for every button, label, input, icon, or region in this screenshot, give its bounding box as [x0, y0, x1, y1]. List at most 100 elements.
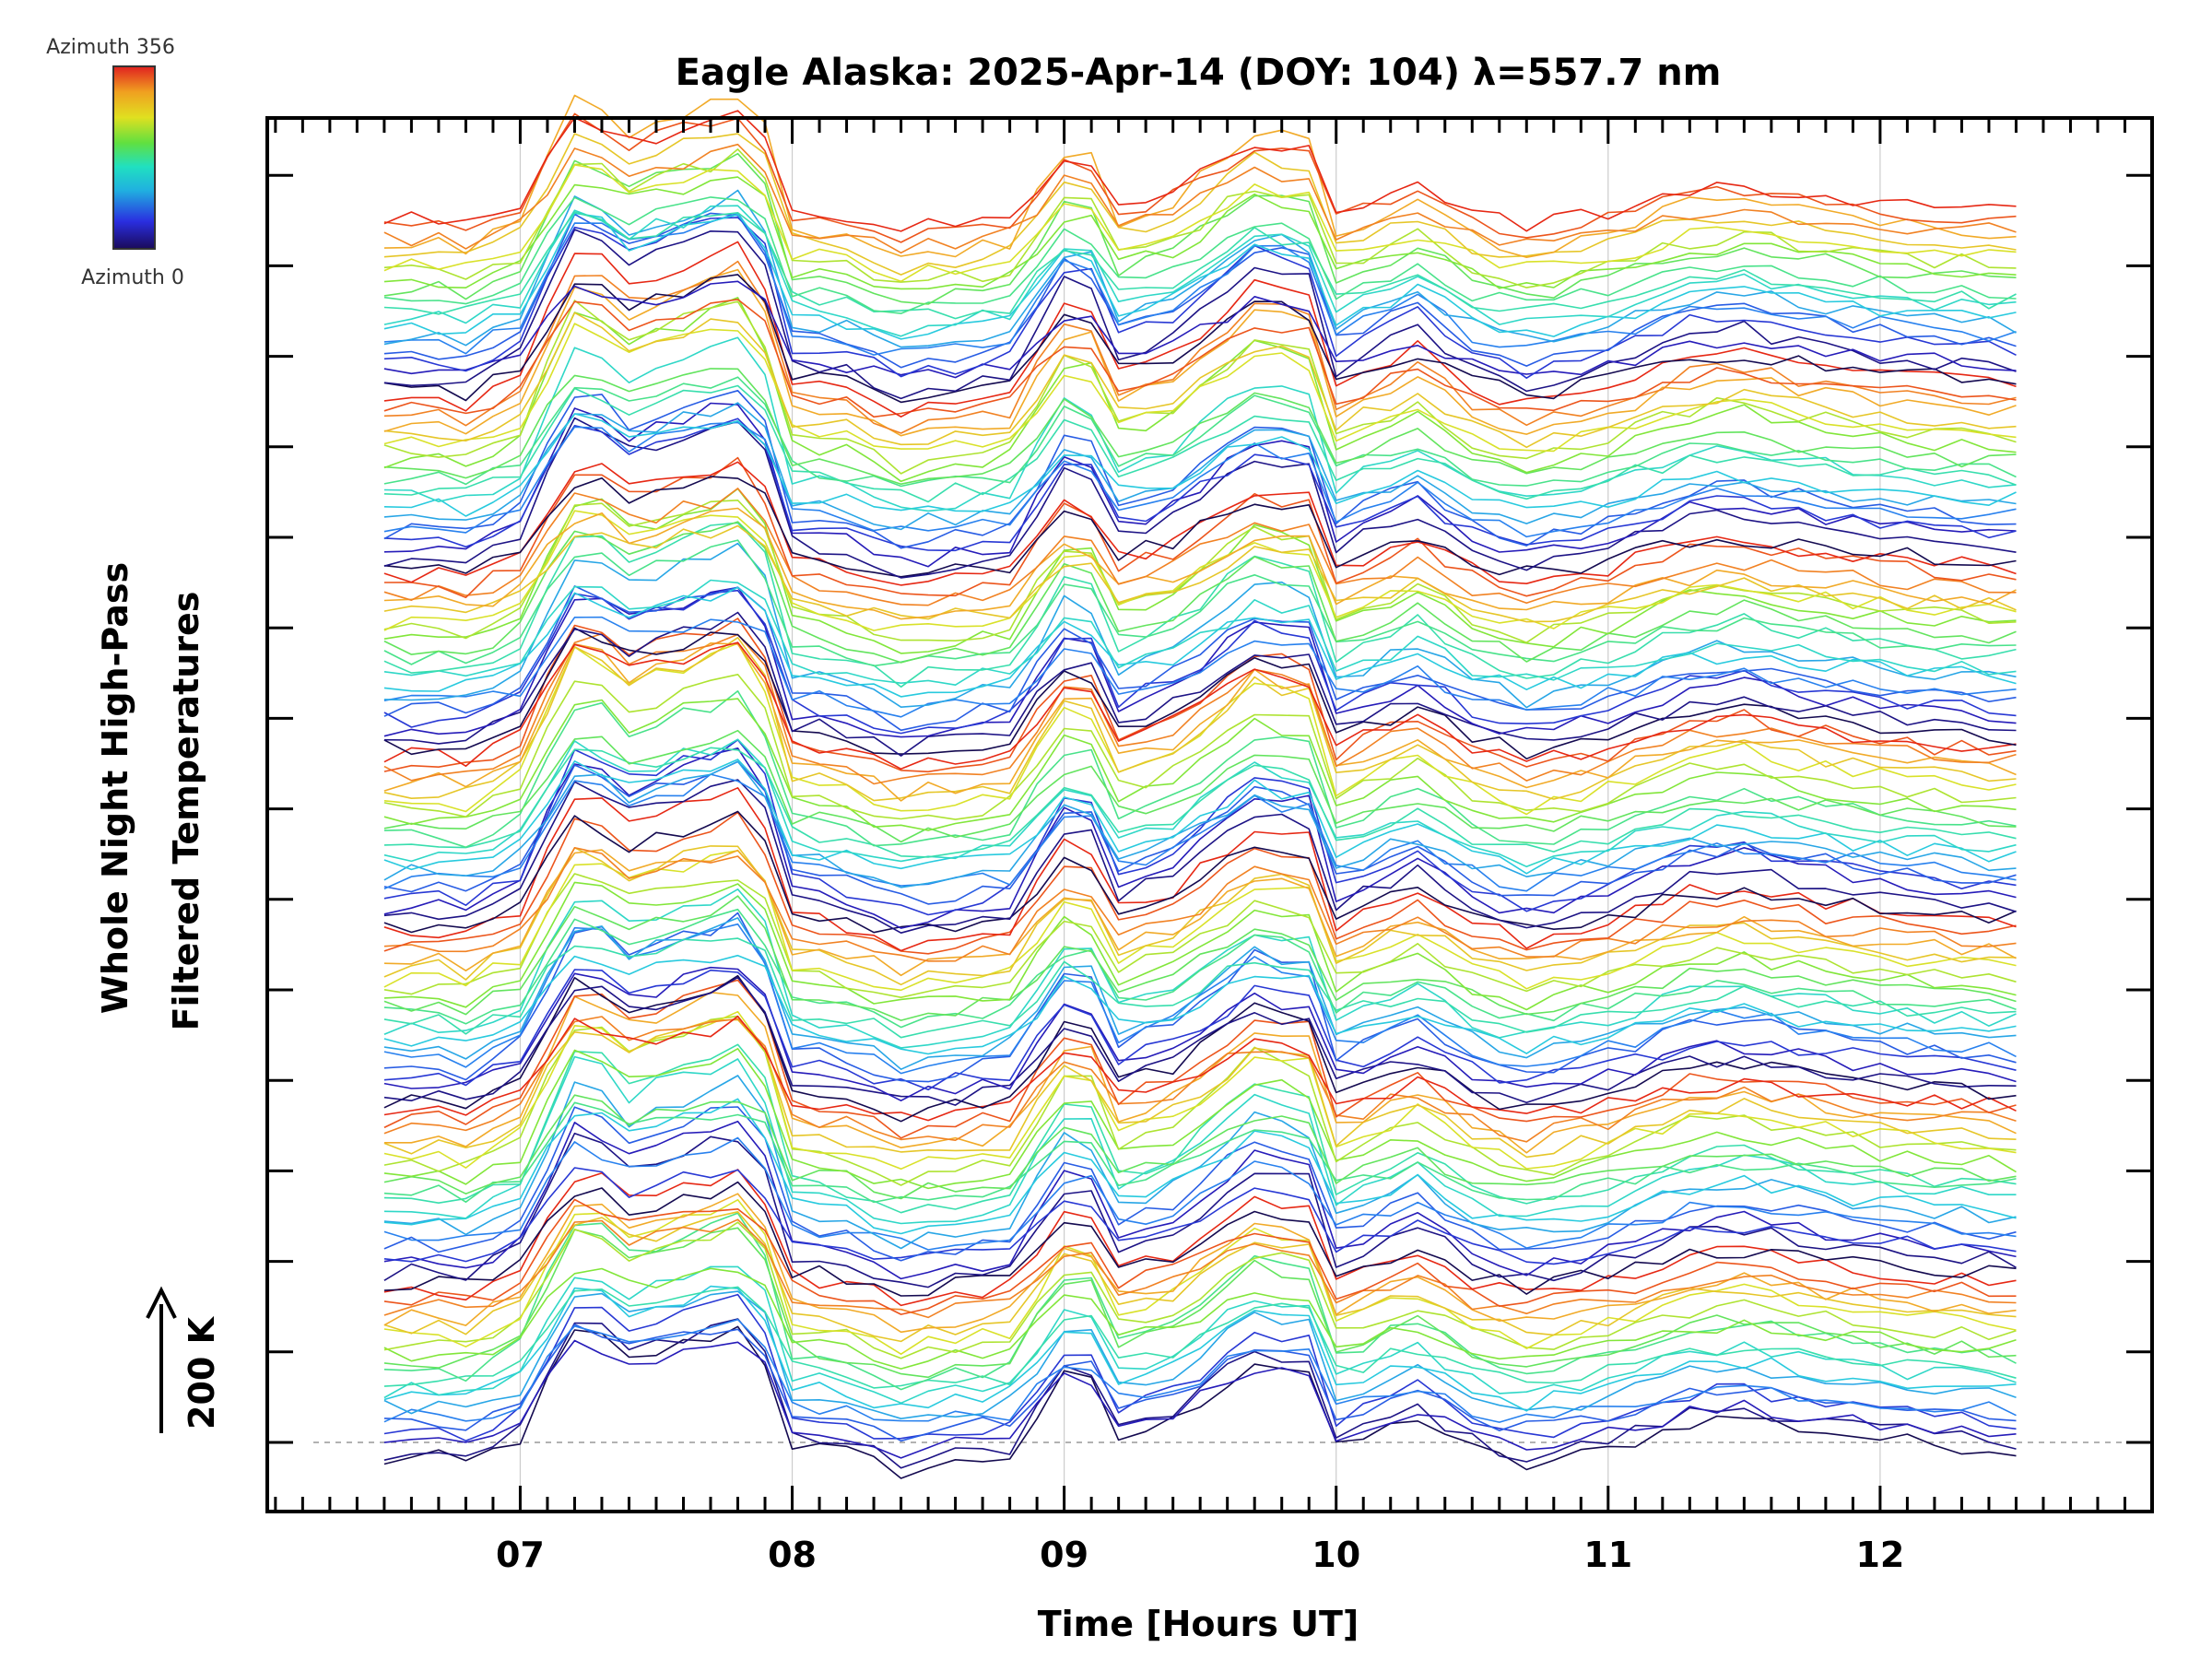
trace-98	[383, 456, 2017, 599]
trace-22	[383, 1120, 2017, 1280]
trace-103	[383, 418, 2017, 552]
trace-117	[383, 260, 2017, 434]
trace-99	[383, 461, 2017, 586]
trace-13	[383, 1221, 2017, 1359]
trace-29	[383, 1043, 2017, 1214]
trace-44	[383, 912, 2017, 1083]
trace-81	[383, 611, 2017, 757]
trace-130	[383, 196, 2017, 314]
trace-3	[383, 1293, 2017, 1441]
x-tick-label-11: 11	[1583, 1535, 1632, 1575]
trace-104	[383, 390, 2017, 549]
trace-129	[383, 211, 2017, 320]
trace-20	[383, 1181, 2017, 1297]
trace-90	[383, 539, 2017, 667]
y-axis-label-line1: Whole Night High-Pass	[95, 562, 135, 1014]
scale-label: 200 K	[182, 1315, 222, 1430]
trace-24	[383, 1106, 2017, 1262]
trace-9	[383, 1286, 2017, 1389]
trace-78	[383, 618, 2017, 773]
trace-134	[383, 164, 2017, 283]
trace-95	[383, 524, 2017, 623]
trace-135	[383, 133, 2017, 276]
trace-101	[383, 417, 2017, 579]
x-tick-label-12: 12	[1855, 1535, 1904, 1575]
trace-23	[383, 1167, 2017, 1265]
trace-133	[383, 148, 2017, 288]
trace-41	[383, 976, 2017, 1106]
trace-119	[383, 241, 2017, 418]
trace-100	[383, 476, 2017, 578]
trace-55	[383, 845, 2017, 986]
trace-89	[383, 522, 2017, 688]
trace-79	[383, 641, 2017, 771]
trace-37	[383, 1016, 2017, 1143]
trace-47	[383, 954, 2017, 1055]
trace-49	[383, 937, 2017, 1039]
plot-frame	[265, 116, 2154, 1513]
trace-116	[383, 268, 2017, 437]
trace-42	[383, 966, 2017, 1101]
trace-7	[383, 1285, 2017, 1412]
trace-69	[383, 747, 2017, 858]
trace-5	[383, 1318, 2017, 1423]
trace-46	[383, 917, 2017, 1070]
trace-73	[383, 674, 2017, 820]
trace-59	[383, 787, 2017, 952]
trace-86	[383, 542, 2017, 709]
trace-50	[383, 908, 2017, 1029]
trace-34	[383, 1010, 2017, 1171]
trace-80	[383, 627, 2017, 760]
trace-128	[383, 205, 2017, 337]
trace-87	[383, 586, 2017, 698]
trace-2	[383, 1339, 2017, 1459]
trace-121	[383, 229, 2017, 400]
trace-139	[383, 110, 2017, 232]
trace-84	[383, 585, 2017, 732]
trace-122	[383, 280, 2017, 379]
trace-71	[383, 729, 2017, 843]
colorbar	[112, 65, 156, 250]
trace-12	[383, 1267, 2017, 1370]
trace-58	[383, 811, 2017, 955]
trace-88	[383, 579, 2017, 686]
trace-layer	[383, 94, 2017, 1479]
trace-63	[383, 738, 2017, 916]
trace-33	[383, 1015, 2017, 1186]
trace-96	[383, 507, 2017, 620]
trace-40	[383, 974, 2017, 1123]
trace-70	[383, 690, 2017, 848]
trace-115	[383, 312, 2017, 449]
colorbar-bottom-label: Azimuth 0	[81, 266, 184, 289]
trace-38	[383, 979, 2017, 1139]
trace-43	[383, 969, 2017, 1091]
trace-30	[383, 1101, 2017, 1204]
trace-18	[383, 1198, 2017, 1315]
trace-56	[383, 849, 2017, 977]
trace-66	[383, 760, 2017, 888]
chart-title: Eagle Alaska: 2025-Apr-14 (DOY: 104) λ=5…	[676, 52, 1722, 94]
trace-91	[383, 521, 2017, 664]
trace-107	[383, 413, 2017, 517]
trace-85	[383, 616, 2017, 718]
trace-25	[383, 1136, 2017, 1251]
trace-57	[383, 847, 2017, 962]
trace-113	[383, 300, 2017, 475]
trace-75	[383, 637, 2017, 802]
trace-102	[383, 402, 2017, 568]
trace-60	[383, 810, 2017, 934]
axes: 07 08 09 10 11 12	[265, 116, 2154, 1575]
y-axis-label-line2: Filtered Temperatures	[166, 592, 206, 1031]
trace-48	[383, 888, 2017, 1049]
trace-35	[383, 1018, 2017, 1159]
trace-108	[383, 336, 2017, 512]
trace-110	[383, 376, 2017, 488]
trace-15	[383, 1211, 2017, 1343]
trace-14	[383, 1199, 2017, 1355]
trace-26	[383, 1075, 2017, 1250]
trace-32	[383, 1048, 2017, 1190]
trace-72	[383, 698, 2017, 831]
trace-123	[383, 217, 2017, 379]
trace-62	[383, 747, 2017, 929]
trace-131	[383, 152, 2017, 305]
